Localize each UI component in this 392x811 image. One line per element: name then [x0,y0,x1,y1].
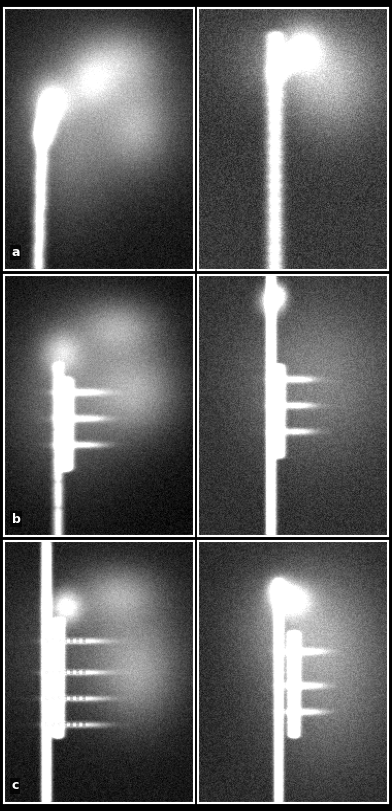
Text: a: a [11,246,20,259]
Text: c: c [11,779,19,792]
Text: b: b [11,513,20,526]
